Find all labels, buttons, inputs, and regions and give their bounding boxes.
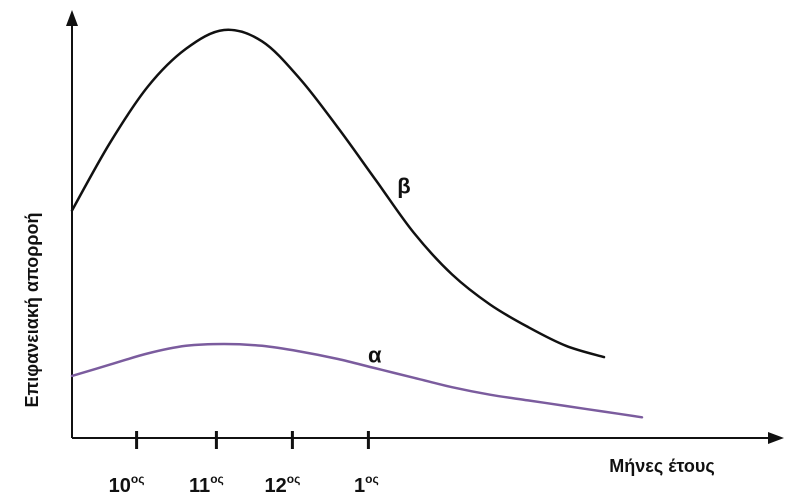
x-tick-label: 1ος: [354, 472, 379, 497]
series-line-2: [70, 342, 644, 419]
series-label-1: β: [397, 173, 410, 198]
curve-labels: βα: [368, 173, 411, 367]
x-tick-label: 12ος: [264, 472, 300, 497]
axes: [66, 10, 784, 444]
series-line-1: [70, 28, 606, 359]
x-ticks: [135, 431, 370, 449]
series-label-2: α: [368, 342, 382, 367]
x-tick-label: 10ος: [109, 472, 145, 497]
x-axis-title: Μήνες έτους: [609, 456, 714, 476]
x-tick-labels: 10ος 11ος 12ος 1ος: [109, 472, 379, 497]
curves: [70, 28, 644, 419]
x-axis-arrow-icon: [768, 432, 784, 444]
x-tick-label: 11ος: [189, 472, 224, 497]
y-axis-arrow-icon: [66, 10, 78, 26]
y-axis-title: Επιφανειακή απορροή: [22, 213, 42, 408]
